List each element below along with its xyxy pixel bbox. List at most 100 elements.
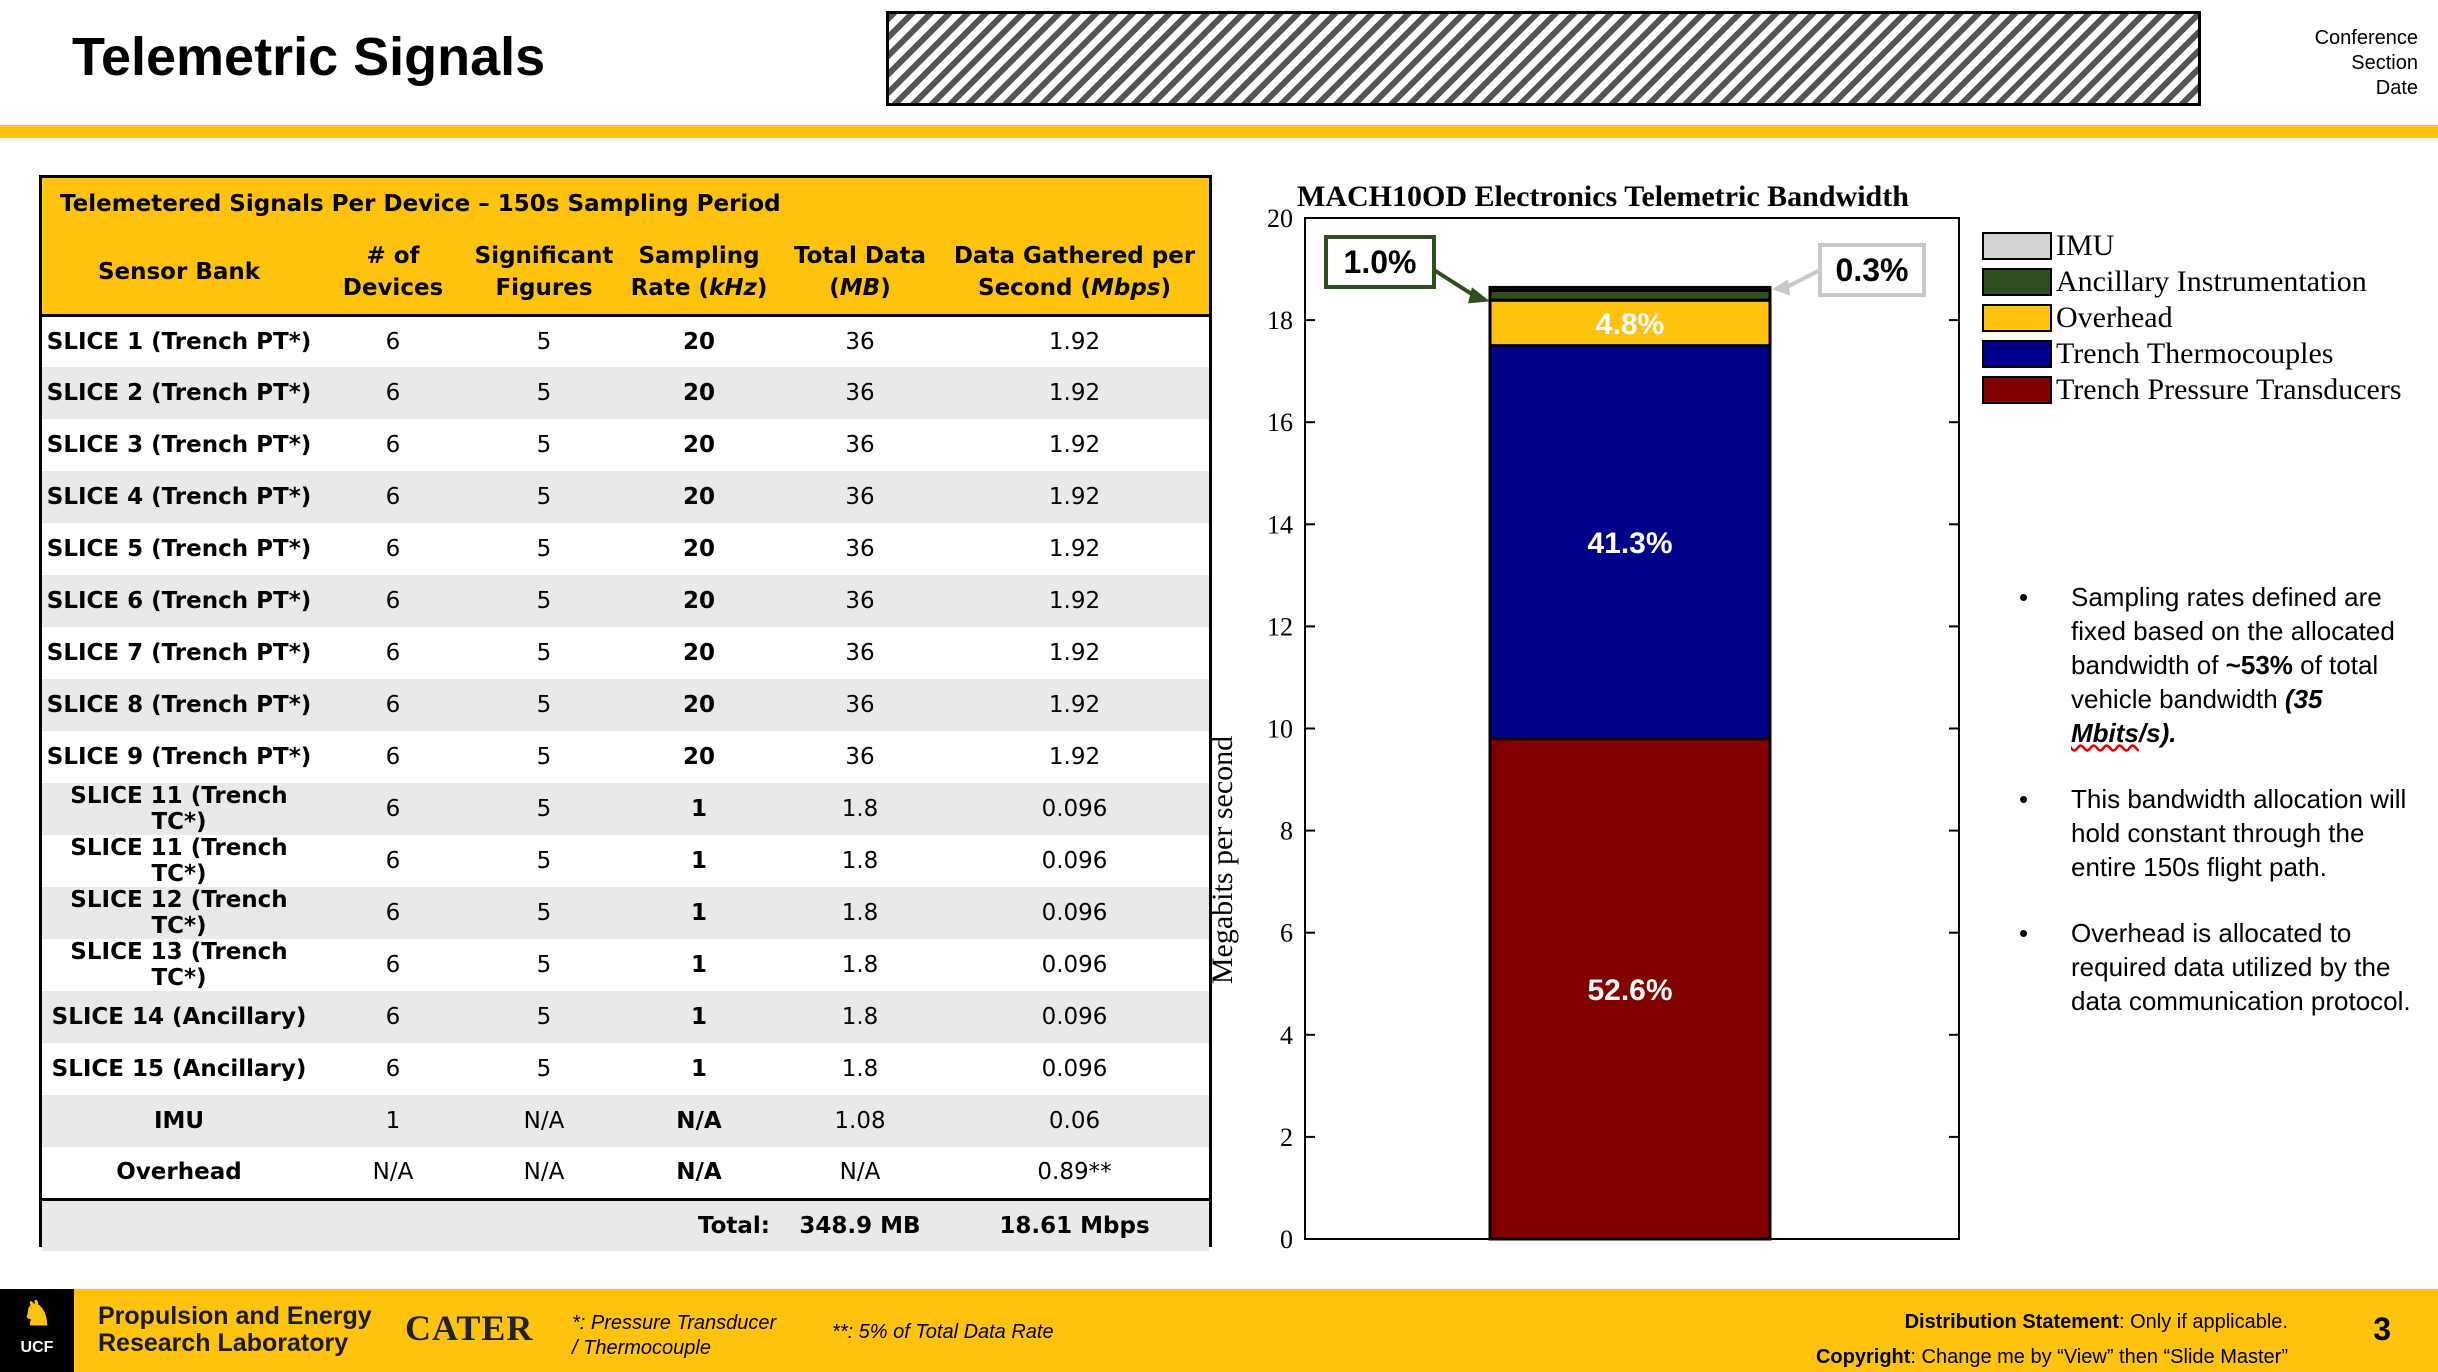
cell-sensor-bank: SLICE 15 (Ancillary) <box>51 1056 307 1082</box>
footnote-pt-tc: *: Pressure Transducer / Thermocouple <box>572 1312 777 1359</box>
legend-item: Trench Thermocouples <box>1982 336 2402 372</box>
cell-sensor-bank: SLICE 12 (Trench TC*) <box>42 887 316 939</box>
col-header-sig-figs: Significant Figures <box>470 230 618 317</box>
bar-data-label: 41.3% <box>1587 527 1672 560</box>
table-row: SLICE 7 (Trench PT*) 6 5 20 36 1.92 <box>42 627 1209 679</box>
cell-sig-figs: 5 <box>536 328 552 355</box>
cell-sampling-rate: N/A <box>618 1095 780 1147</box>
y-tick-label: 8 <box>1280 817 1293 846</box>
bar-segment <box>1488 298 1772 348</box>
legend-label: Overhead <box>2056 301 2173 334</box>
cell-mbps: 1.92 <box>1048 744 1101 770</box>
cell-total-data: 1.08 <box>780 1095 940 1147</box>
y-tick-label: 20 <box>1267 204 1293 233</box>
cell-devices: 6 <box>316 887 470 939</box>
cell-sensor-bank: SLICE 9 (Trench PT*) <box>46 744 312 770</box>
cell-sensor-bank: SLICE 8 (Trench PT*) <box>42 679 316 731</box>
cell-mbps: 1.92 <box>940 367 1210 419</box>
callout-label-imu: 0.3% <box>1836 252 1909 288</box>
bar-segment <box>1488 344 1772 741</box>
cell-sensor-bank: SLICE 5 (Trench PT*) <box>46 536 312 562</box>
cell-mbps: 0.096 <box>1041 952 1108 978</box>
bar-segment <box>1488 285 1772 292</box>
cell-sensor-bank: IMU <box>42 1095 316 1147</box>
cell-sig-figs: 5 <box>470 679 618 731</box>
cell-devices: 6 <box>385 1056 401 1082</box>
cell-sampling-rate: 20 <box>618 471 780 523</box>
cell-total-data: 36 <box>780 367 940 419</box>
legend-swatch <box>1982 340 2052 368</box>
cell-devices: 6 <box>316 575 470 627</box>
table-row: SLICE 13 (Trench TC*) 6 5 1 1.8 0.096 <box>42 939 1209 991</box>
y-tick-label: 16 <box>1267 408 1293 437</box>
signals-table: Telemetered Signals Per Device – 150s Sa… <box>39 175 1212 1251</box>
cell-sampling-rate: 1 <box>690 1056 707 1082</box>
total-label: Total: <box>618 1197 780 1251</box>
cell-devices: 6 <box>385 432 401 458</box>
cell-mbps: 0.096 <box>940 991 1210 1043</box>
bullet-item: • Sampling rates defined are fixed based… <box>2019 582 2395 748</box>
cell-total-data: 1.8 <box>841 952 879 978</box>
cell-total-data: 36 <box>845 536 875 562</box>
cell-sig-figs: 5 <box>470 471 618 523</box>
page-number: 3 <box>2373 1311 2391 1347</box>
footer-bar: ♞ UCF Propulsion and Energy Research Lab… <box>0 1289 2438 1372</box>
cell-sig-figs: 5 <box>536 1056 552 1082</box>
cell-devices: 6 <box>385 536 401 562</box>
cell-sig-figs: 5 <box>536 432 552 458</box>
table-row: SLICE 1 (Trench PT*) 6 5 20 36 1.92 <box>42 315 1209 367</box>
chart-title: MACH10OD Electronics Telemetric Bandwidt… <box>1297 180 1909 213</box>
cell-mbps: 1.92 <box>1048 432 1101 458</box>
cater-logo: CATER <box>405 1308 534 1348</box>
cell-total-data: 1.8 <box>780 887 940 939</box>
cell-total-data: 36 <box>845 432 875 458</box>
bar-segment <box>1488 737 1772 1241</box>
y-tick-label: 18 <box>1267 306 1293 335</box>
cell-sampling-rate: 1 <box>618 887 780 939</box>
date-label: Date <box>2375 77 2418 99</box>
legend-swatch <box>1982 232 2052 260</box>
y-tick-label: 2 <box>1280 1123 1293 1152</box>
cell-sig-figs: 5 <box>536 536 552 562</box>
table-caption: Telemetered Signals Per Device – 150s Sa… <box>42 178 1210 230</box>
cell-mbps: 0.096 <box>940 783 1210 835</box>
cell-devices: 6 <box>316 367 470 419</box>
cell-mbps: 0.89** <box>1037 1159 1112 1186</box>
cell-mbps: 1.92 <box>940 575 1210 627</box>
cell-sig-figs: 5 <box>470 887 618 939</box>
callout-box-imu <box>1818 243 1926 297</box>
cell-sampling-rate: 1 <box>690 848 707 874</box>
callout-box-ancillary <box>1324 235 1436 289</box>
y-tick-label: 14 <box>1267 510 1293 539</box>
cell-sampling-rate: 20 <box>618 679 780 731</box>
cell-sampling-rate: 1 <box>690 952 707 978</box>
chart-y-axis-label: Megabits per second <box>1206 736 1239 984</box>
cell-total-data: 36 <box>780 471 940 523</box>
cell-sampling-rate: 20 <box>618 575 780 627</box>
cell-total-data: N/A <box>839 1159 881 1186</box>
legend-item: Overhead <box>1982 300 2402 336</box>
table-row: IMU 1 N/A N/A 1.08 0.06 <box>42 1095 1210 1147</box>
header-rule <box>0 125 2438 138</box>
cell-devices: 6 <box>316 471 470 523</box>
hatched-placeholder-box <box>886 11 2201 106</box>
cell-sensor-bank: SLICE 13 (Trench TC*) <box>70 939 288 991</box>
cell-sampling-rate: 20 <box>682 432 715 458</box>
legend-item: Ancillary Instrumentation <box>1982 264 2402 300</box>
total-rate-value: 18.61 Mbps <box>940 1197 1210 1251</box>
cell-sensor-bank: SLICE 2 (Trench PT*) <box>42 367 316 419</box>
callout-label-ancillary: 1.0% <box>1344 244 1417 280</box>
cell-sampling-rate: 20 <box>618 367 780 419</box>
bullet-item: • This bandwidth allocation will hold con… <box>2019 784 2407 882</box>
legend-label: Ancillary Instrumentation <box>2056 265 2367 298</box>
legend-label: Trench Thermocouples <box>2056 337 2334 370</box>
cell-sampling-rate: 20 <box>682 640 715 666</box>
bandwidth-chart: MACH10OD Electronics Telemetric Bandwidt… <box>1180 170 1980 1255</box>
col-header-devices: # of Devices <box>316 230 470 317</box>
cell-mbps: 0.096 <box>1041 1056 1108 1082</box>
cell-sampling-rate: 1 <box>618 991 780 1043</box>
cell-devices: 6 <box>316 679 470 731</box>
cell-sensor-bank: SLICE 11 (Trench TC*) <box>70 835 288 887</box>
cell-total-data: 1.8 <box>780 991 940 1043</box>
cell-sig-figs: N/A <box>523 1159 565 1186</box>
